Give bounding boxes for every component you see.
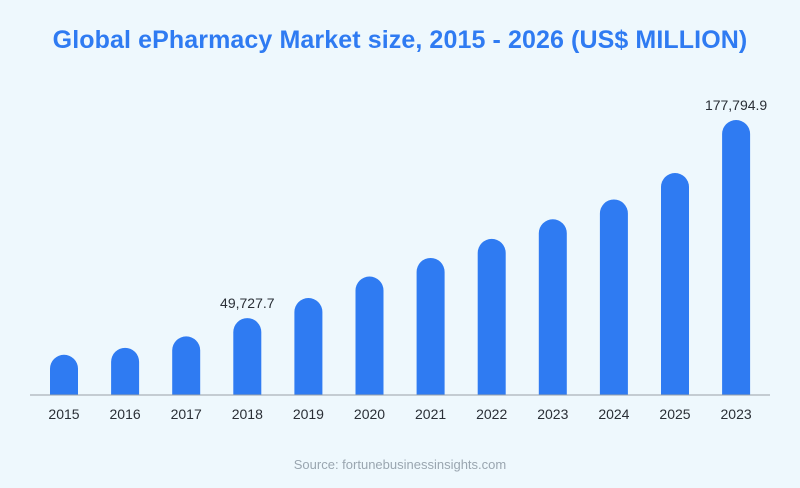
bar-2016-1 xyxy=(111,347,140,395)
x-tick-label: 2015 xyxy=(48,406,79,422)
bar-2023-8 xyxy=(538,219,567,395)
bar-2022-7 xyxy=(477,238,506,395)
bar-2024-9 xyxy=(599,199,628,395)
x-tick-label: 2023 xyxy=(537,406,568,422)
bar-2020-5 xyxy=(355,276,384,395)
bar-2021-6 xyxy=(416,257,445,395)
x-tick-labels: 2015 2016 2017 2018 2019 2020 2021 2022 2023 2024… xyxy=(48,406,751,422)
x-tick-label: 2019 xyxy=(293,406,324,422)
bar-2015-0 xyxy=(50,354,78,395)
x-tick-label: 2022 xyxy=(476,406,507,422)
bar-2025-10 xyxy=(661,173,689,395)
x-tick-label: 2018 xyxy=(232,406,263,422)
bar-2019-4 xyxy=(294,298,323,395)
x-tick-label: 2024 xyxy=(598,406,629,422)
bar-2018-3 xyxy=(233,318,262,395)
bar-2017-2 xyxy=(172,336,201,395)
x-tick-label: 2017 xyxy=(171,406,202,422)
chart-title: Global ePharmacy Market size, 2015 - 202… xyxy=(52,26,748,54)
bar-2023-11 xyxy=(722,120,751,396)
data-label: 49,727.7 xyxy=(220,295,275,311)
x-tick-label: 2023 xyxy=(721,406,752,422)
data-label: 177,794.9 xyxy=(705,97,767,113)
source-note: Source: fortunebusinessinsights.com xyxy=(293,457,507,472)
x-tick-label: 2025 xyxy=(659,406,690,422)
x-tick-label: 2021 xyxy=(415,406,446,422)
bars-group xyxy=(50,120,751,396)
data-labels: 49,727.7 177,794.9 xyxy=(220,97,767,311)
x-tick-label: 2020 xyxy=(354,406,385,422)
x-tick-label: 2016 xyxy=(110,406,141,422)
